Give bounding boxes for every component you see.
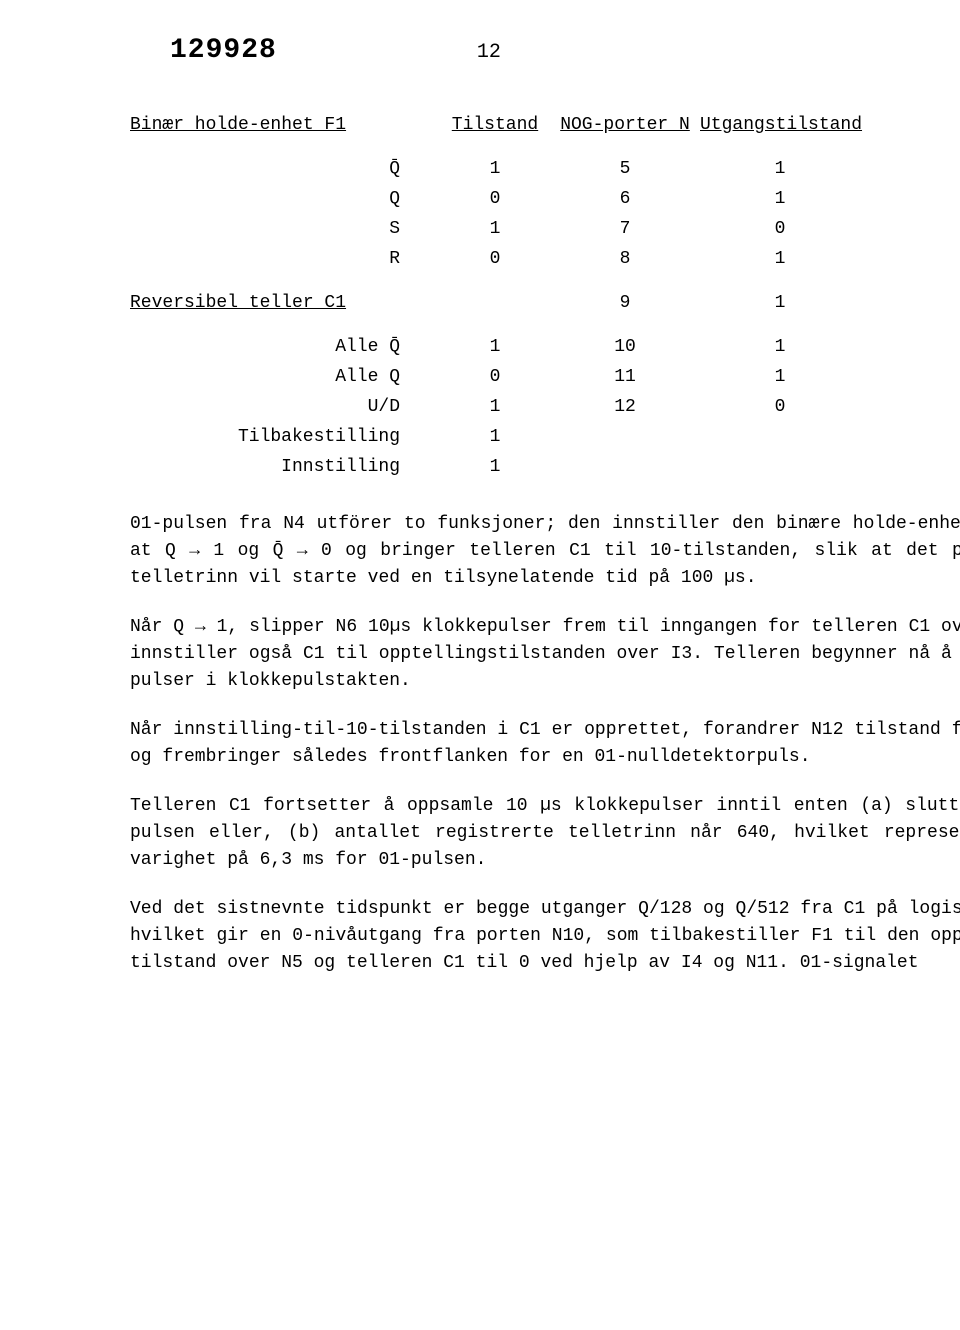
cell-utgang: 1	[700, 156, 860, 183]
cell-porter: 10	[550, 334, 700, 361]
cell-tilstand: 0	[440, 186, 550, 213]
col-header-1: Binær holde-enhet F1	[130, 115, 346, 135]
table-row: S 1 7 0	[130, 216, 960, 243]
row-label: S	[130, 216, 440, 243]
cell-porter: 8	[550, 246, 700, 273]
cell-tilstand: 1	[440, 334, 550, 361]
section-label: Reversibel teller C1	[130, 293, 346, 313]
paragraph-2: Når Q → 1, slipper N6 10µs klokkepulser …	[130, 614, 960, 695]
cell-porter: 9	[550, 290, 700, 317]
paragraph-5: Ved det sistnevnte tidspunkt er begge ut…	[130, 896, 960, 977]
cell-porter	[550, 454, 700, 481]
table-row: Innstilling 1	[130, 454, 960, 481]
table-row: Tilbakestilling 1	[130, 424, 960, 451]
cell-tilstand: 1	[440, 394, 550, 421]
table-row: R 0 8 1	[130, 246, 960, 273]
document-number: 129928	[170, 30, 277, 72]
cell-tilstand: 0	[440, 364, 550, 391]
cell-porter: 5	[550, 156, 700, 183]
cell-porter: 6	[550, 186, 700, 213]
paragraph-1: 01-pulsen fra N4 utförer to funksjoner; …	[130, 511, 960, 592]
paragraph-3: Når innstilling-til-10-tilstanden i C1 e…	[130, 717, 960, 771]
col-header-2: Tilstand	[452, 115, 538, 135]
cell-utgang	[700, 454, 860, 481]
cell-porter	[550, 424, 700, 451]
table-row: Q 0 6 1	[130, 186, 960, 213]
cell-utgang: 1	[700, 246, 860, 273]
cell-utgang: 1	[700, 186, 860, 213]
cell-porter: 11	[550, 364, 700, 391]
table-row: Alle Q̄ 1 10 1	[130, 334, 960, 361]
cell-tilstand: 1	[440, 216, 550, 243]
paragraph-4: Telleren C1 fortsetter å oppsamle 10 µs …	[130, 793, 960, 874]
row-label: Alle Q	[130, 364, 440, 391]
cell-tilstand: 0	[440, 246, 550, 273]
row-label: Innstilling	[130, 454, 440, 481]
cell-utgang: 0	[700, 216, 860, 243]
cell-tilstand: 1	[440, 156, 550, 183]
row-label: Alle Q̄	[130, 334, 440, 361]
table-section-header: Reversibel teller C1 9 1	[130, 290, 960, 317]
cell-utgang: 1	[700, 364, 860, 391]
cell-utgang	[700, 424, 860, 451]
row-label: Tilbakestilling	[130, 424, 440, 451]
cell-porter: 12	[550, 394, 700, 421]
cell-tilstand: 1	[440, 454, 550, 481]
row-label: Q	[130, 186, 440, 213]
page-number: 12	[477, 38, 501, 68]
table-header-row: Binær holde-enhet F1 Tilstand NOG-porter…	[130, 112, 960, 139]
table-row: Q̄ 1 5 1	[130, 156, 960, 183]
row-label: Q̄	[130, 156, 440, 183]
page-header: 129928 12	[100, 30, 960, 72]
row-label: U/D	[130, 394, 440, 421]
cell-utgang: 1	[700, 290, 860, 317]
cell-porter: 7	[550, 216, 700, 243]
cell-utgang: 1	[700, 334, 860, 361]
table-row: U/D 1 12 0	[130, 394, 960, 421]
col-header-4: Utgangstilstand	[700, 115, 862, 135]
row-label: R	[130, 246, 440, 273]
cell-tilstand: 1	[440, 424, 550, 451]
cell-utgang: 0	[700, 394, 860, 421]
state-table: Binær holde-enhet F1 Tilstand NOG-porter…	[130, 112, 960, 481]
col-header-3: NOG-porter N	[560, 115, 690, 135]
table-row: Alle Q 0 11 1	[130, 364, 960, 391]
